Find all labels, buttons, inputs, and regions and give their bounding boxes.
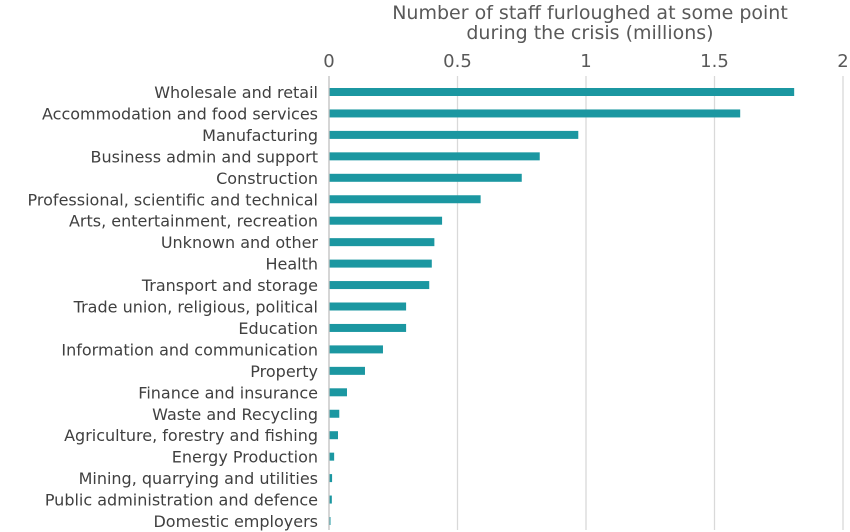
category-label: Domestic employers [153,512,318,531]
category-labels: Wholesale and retail Accommodation and fo… [28,83,319,531]
bar [329,409,340,418]
category-label: Business admin and support [91,147,318,166]
category-label: Health [265,255,318,274]
category-label: Education [238,319,318,338]
bar [329,452,335,461]
x-tick-label: 0 [323,51,334,72]
bar [329,517,331,525]
category-label: Transport and storage [141,276,318,295]
bar [329,152,540,161]
category-label: Wholesale and retail [154,83,318,102]
bar [329,302,407,311]
x-tick-label: 1 [580,51,591,72]
bar [329,109,741,118]
gridlines [456,76,844,530]
x-tick-label: 0.5 [443,51,472,72]
bar [329,259,432,268]
bar [329,281,430,290]
bar [329,366,365,375]
chart-title-line-2: during the crisis (millions) [466,22,713,44]
bar [329,173,522,182]
bar [329,130,579,139]
category-label: Manufacturing [202,126,318,145]
x-tick-label: 2 [837,51,848,72]
category-label: Mining, quarrying and utilities [79,469,318,488]
category-label: Finance and insurance [138,383,318,402]
category-label: Professional, scientific and technical [28,190,318,209]
category-label: Trade union, religious, political [73,298,318,317]
category-label: Public administration and defence [45,491,318,510]
category-label: Information and communication [61,340,318,359]
bar [329,238,435,247]
bar [329,345,383,354]
x-tick-label: 1.5 [700,51,729,72]
category-label: Energy Production [172,448,318,467]
category-label: Unknown and other [161,233,319,252]
category-label: Property [250,362,318,381]
x-axis-ticks: 0 0.5 1 1.5 2 [323,51,848,72]
category-label: Construction [216,169,318,188]
chart-title-line-1: Number of staff furloughed at some point [392,2,788,24]
bars [329,88,795,525]
bar [329,216,443,225]
bar [329,495,332,504]
bar [329,195,481,204]
category-label: Waste and Recycling [152,405,318,424]
bar [329,388,347,397]
category-label: Agriculture, forestry and fishing [64,426,318,445]
bar [329,474,333,483]
category-label: Accommodation and food services [42,104,318,123]
bar [329,88,795,96]
bar [329,323,407,332]
bar [329,431,338,440]
category-label: Arts, entertainment, recreation [69,212,318,231]
